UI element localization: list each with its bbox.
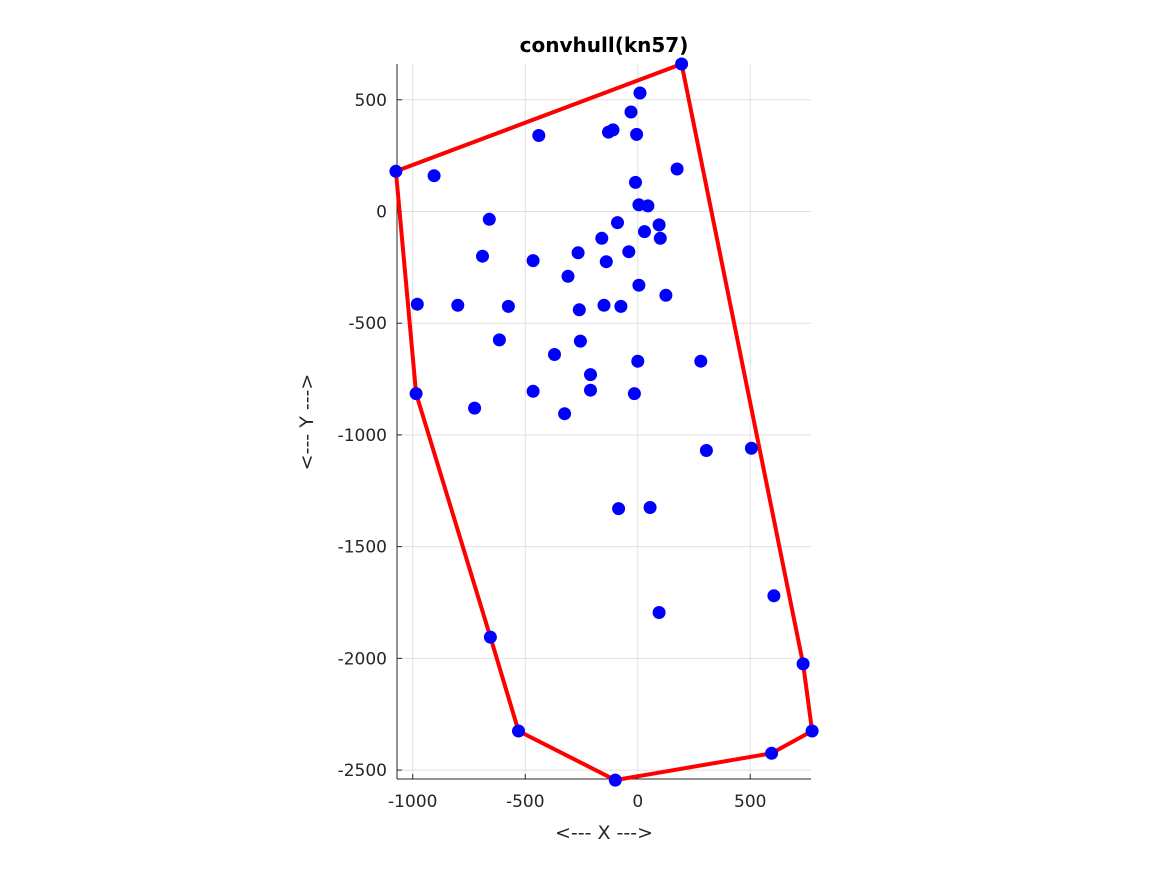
data-point — [632, 278, 646, 292]
y-tick-label: -1000 — [338, 426, 387, 446]
data-point — [476, 249, 489, 263]
data-point — [389, 164, 403, 178]
data-point — [631, 354, 645, 368]
data-point — [767, 589, 781, 603]
chart-title: convhull(kn57) — [520, 33, 689, 57]
point-series — [389, 57, 819, 787]
data-point — [614, 299, 628, 313]
data-point — [571, 246, 585, 260]
data-point — [652, 606, 666, 619]
data-point — [573, 334, 587, 348]
y-axis-label: <--- Y ---> — [296, 374, 318, 471]
y-tick-label: -2500 — [338, 761, 387, 781]
data-point — [627, 387, 641, 401]
data-point — [629, 175, 642, 189]
data-point — [427, 169, 441, 183]
data-point — [526, 254, 540, 268]
data-point — [675, 57, 689, 71]
data-point — [765, 746, 779, 760]
data-point — [622, 245, 636, 259]
data-point — [699, 444, 713, 457]
data-point — [482, 212, 496, 226]
data-point — [612, 502, 626, 516]
data-point — [630, 127, 644, 141]
data-point — [694, 354, 708, 368]
data-point — [451, 298, 465, 312]
data-point — [572, 303, 586, 317]
x-axis-label: <--- X ---> — [555, 822, 653, 844]
tick-labels: -1000 -500 0 500 -2500 -2000 -1500 -1000 -500 0 50… — [338, 91, 767, 812]
grid — [397, 64, 811, 779]
y-tick-label: -2000 — [338, 649, 387, 669]
data-point — [561, 269, 575, 283]
data-point — [532, 129, 546, 142]
data-point — [624, 105, 638, 119]
y-tick-label: -500 — [348, 314, 387, 334]
data-point — [548, 348, 561, 361]
data-point — [659, 288, 673, 302]
y-tick-label: 0 — [376, 202, 387, 222]
x-tick-label: 0 — [632, 792, 643, 812]
data-point — [512, 724, 525, 738]
data-point — [599, 255, 613, 269]
data-point — [602, 125, 615, 139]
data-point — [638, 225, 651, 239]
data-point — [670, 162, 684, 176]
data-point — [796, 657, 810, 671]
data-point — [611, 216, 624, 230]
data-point — [595, 231, 609, 245]
data-point — [558, 407, 572, 421]
y-tick-label: -1500 — [338, 538, 387, 558]
data-point — [483, 630, 497, 644]
hull-series — [393, 62, 815, 783]
data-point — [410, 297, 424, 311]
data-point — [805, 724, 819, 738]
data-point — [501, 299, 515, 313]
data-point — [643, 501, 657, 514]
x-tick-label: -500 — [506, 792, 545, 812]
data-point — [468, 401, 482, 415]
data-point — [641, 199, 655, 213]
data-point — [597, 298, 611, 312]
axes — [396, 64, 811, 780]
y-tick-label: 500 — [355, 91, 387, 111]
x-tick-label: 500 — [734, 792, 766, 812]
data-point — [633, 86, 647, 100]
data-point — [526, 384, 540, 398]
x-tick-label: -1000 — [388, 792, 437, 812]
data-point — [653, 231, 667, 245]
data-point — [492, 333, 506, 347]
data-point — [584, 383, 597, 397]
data-point — [652, 218, 666, 232]
data-point — [409, 387, 423, 401]
data-point — [584, 368, 597, 382]
data-point — [744, 441, 758, 455]
hull-line — [393, 62, 815, 783]
data-point — [608, 773, 622, 787]
